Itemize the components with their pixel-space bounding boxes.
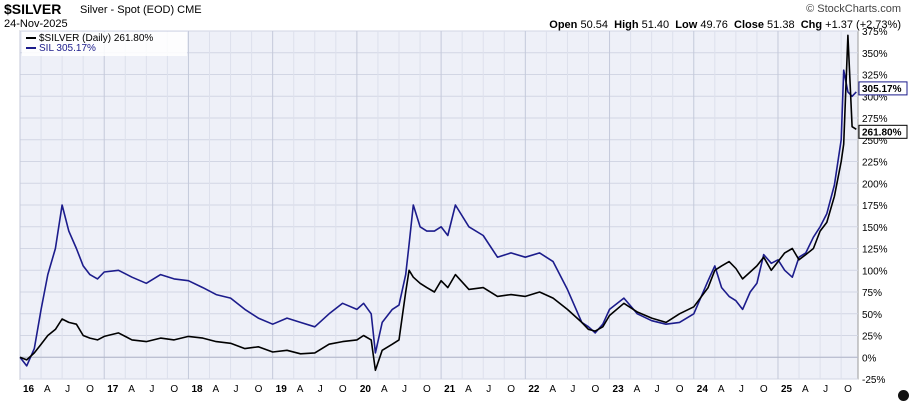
x-tick-label: 17 xyxy=(107,384,119,395)
y-tick-label: 250% xyxy=(862,136,888,147)
x-tick-label: 25 xyxy=(781,384,793,395)
x-tick-label: O xyxy=(339,384,347,395)
x-tick-label: J xyxy=(65,384,70,395)
x-tick-label: 16 xyxy=(23,384,35,395)
legend-box xyxy=(22,32,187,56)
y-tick-label: 50% xyxy=(862,310,882,321)
x-tick-label: O xyxy=(507,384,515,395)
x-tick-label: O xyxy=(255,384,263,395)
y-tick-label: 375% xyxy=(862,27,888,38)
low-value: 49.76 xyxy=(700,19,728,31)
legend-entry: $SILVER (Daily) 261.80% xyxy=(39,33,153,44)
x-tick-label: J xyxy=(823,384,828,395)
x-tick-label: A xyxy=(381,384,388,395)
x-tick-label: J xyxy=(486,384,491,395)
high-value: 51.40 xyxy=(641,19,670,31)
x-tick-label: O xyxy=(760,384,768,395)
x-tick-label: 18 xyxy=(191,384,203,395)
end-value-label: 261.80% xyxy=(862,127,902,138)
series-line-silver xyxy=(19,34,857,372)
y-tick-label: 175% xyxy=(862,201,888,212)
chg-label: Chg xyxy=(800,19,823,31)
x-tick-label: J xyxy=(234,384,239,395)
x-tick-label: A xyxy=(802,384,809,395)
y-tick-label: 100% xyxy=(862,266,888,277)
x-tick-label: A xyxy=(128,384,135,395)
x-tick-label: 21 xyxy=(444,384,456,395)
ohlc-readout: Open 50.54 High 51.40 Low 49.76 Close 51… xyxy=(549,19,901,31)
series-line-sil xyxy=(19,69,857,367)
y-tick-label: 25% xyxy=(862,332,882,343)
end-label-box xyxy=(858,81,908,96)
end-value-label: 305.17% xyxy=(862,84,902,95)
symbol-title: $SILVER xyxy=(4,1,62,17)
x-tick-label: J xyxy=(570,384,575,395)
chart-header: $SILVER Silver - Spot (EOD) CME 24-Nov-2… xyxy=(0,0,909,36)
legend-entry: SIL 305.17% xyxy=(39,43,96,54)
y-tick-label: 225% xyxy=(862,158,888,169)
stockcharts-brand[interactable]: © StockCharts.com xyxy=(806,3,901,15)
y-tick-label: 275% xyxy=(862,114,888,125)
y-tick-label: 125% xyxy=(862,245,888,256)
x-tick-label: O xyxy=(170,384,178,395)
x-tick-label: A xyxy=(212,384,219,395)
low-label: Low xyxy=(675,19,698,31)
x-tick-label: O xyxy=(591,384,599,395)
y-tick-label: 0% xyxy=(862,353,877,364)
high-label: High xyxy=(614,19,639,31)
x-tick-label: 20 xyxy=(360,384,372,395)
x-tick-label: A xyxy=(718,384,725,395)
x-tick-label: O xyxy=(676,384,684,395)
end-label-box xyxy=(858,124,908,139)
y-tick-label: 325% xyxy=(862,71,888,82)
x-tick-label: 19 xyxy=(276,384,288,395)
chart-end-marker xyxy=(898,390,909,401)
y-tick-label: 200% xyxy=(862,179,888,190)
y-tick-label: 350% xyxy=(862,49,888,60)
x-tick-label: A xyxy=(297,384,304,395)
x-tick-label: J xyxy=(402,384,407,395)
x-tick-label: 23 xyxy=(613,384,625,395)
x-tick-label: J xyxy=(655,384,660,395)
x-tick-label: A xyxy=(44,384,51,395)
x-tick-label: J xyxy=(318,384,323,395)
symbol-description: Silver - Spot (EOD) CME xyxy=(80,4,202,16)
x-tick-label: A xyxy=(465,384,472,395)
x-tick-label: O xyxy=(844,384,852,395)
y-tick-label: 150% xyxy=(862,223,888,234)
close-label: Close xyxy=(734,19,764,31)
x-tick-label: A xyxy=(549,384,556,395)
open-label: Open xyxy=(549,19,578,31)
y-tick-label: 75% xyxy=(862,288,882,299)
x-tick-label: 24 xyxy=(697,384,709,395)
x-tick-label: J xyxy=(739,384,744,395)
chg-value: +1.37 (+2.73%) xyxy=(825,19,901,31)
x-tick-label: O xyxy=(423,384,431,395)
y-tick-label: 300% xyxy=(862,92,888,103)
y-tick-label: -25% xyxy=(862,375,885,386)
x-tick-label: A xyxy=(634,384,641,395)
close-value: 51.38 xyxy=(767,19,795,31)
x-tick-label: J xyxy=(149,384,154,395)
x-tick-label: 22 xyxy=(528,384,540,395)
x-tick-label: O xyxy=(86,384,94,395)
open-value: 50.54 xyxy=(580,19,608,31)
chart-date: 24-Nov-2025 xyxy=(4,18,68,30)
